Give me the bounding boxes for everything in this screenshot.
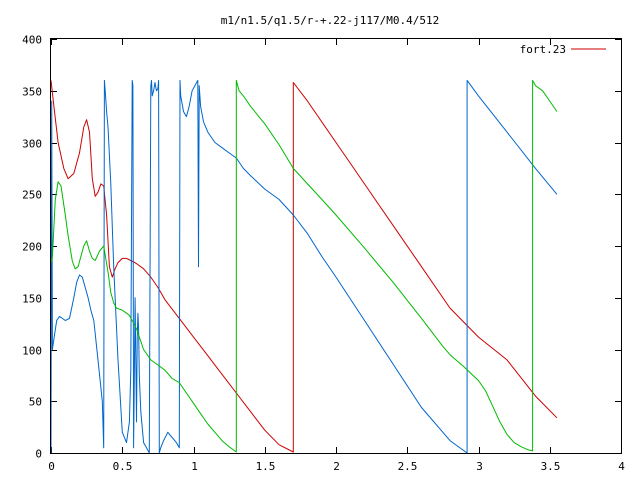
x-tick-label: 1 bbox=[191, 460, 198, 473]
series-blue-line bbox=[50, 79, 558, 454]
plot-frame bbox=[50, 38, 622, 454]
y-tick-label: 0 bbox=[35, 448, 42, 461]
y-tick-label: 350 bbox=[22, 86, 42, 99]
x-axis: 0 0.5 1 1.5 2 2.5 3 3.5 4 bbox=[48, 39, 625, 473]
series-green-line bbox=[51, 79, 558, 453]
y-tick-label: 100 bbox=[22, 345, 42, 358]
y-tick-label: 200 bbox=[22, 241, 42, 254]
legend-label: fort.23 bbox=[520, 43, 566, 56]
y-tick-label: 250 bbox=[22, 189, 42, 202]
legend: fort.23 bbox=[520, 43, 606, 56]
x-tick-label: 2.5 bbox=[398, 460, 418, 473]
y-tick-label: 150 bbox=[22, 293, 42, 306]
x-tick-label: 3.5 bbox=[541, 460, 561, 473]
y-axis: 0 50 100 150 200 250 300 350 400 bbox=[22, 34, 621, 461]
series-red-line bbox=[50, 80, 558, 453]
x-tick-label: 1.5 bbox=[256, 460, 276, 473]
y-tick-label: 300 bbox=[22, 138, 42, 151]
x-tick-label: 0.5 bbox=[113, 460, 133, 473]
y-tick-label: 400 bbox=[22, 34, 42, 47]
x-tick-label: 0 bbox=[48, 460, 55, 473]
y-tick-label: 50 bbox=[29, 396, 42, 409]
series-layer bbox=[50, 79, 558, 454]
x-tick-label: 2 bbox=[333, 460, 340, 473]
x-tick-label: 4 bbox=[618, 460, 625, 473]
chart-title: m1/n1.5/q1.5/r-+.22-j117/M0.4/512 bbox=[221, 14, 440, 27]
x-tick-label: 3 bbox=[476, 460, 483, 473]
